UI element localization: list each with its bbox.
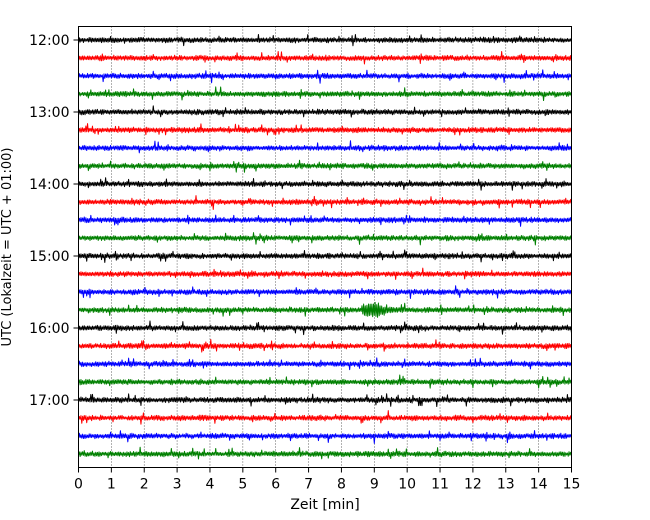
trace-1315 <box>78 123 572 136</box>
y-tick-label-1700: 17:00 <box>29 393 69 409</box>
y-tick-label-1600: 16:00 <box>29 321 69 337</box>
trace-1245 <box>78 86 572 102</box>
x-tick-label-3: 3 <box>173 477 182 493</box>
x-tick-label-1: 1 <box>107 477 116 493</box>
x-axis-label: Zeit [min] <box>290 497 359 513</box>
trace-1415 <box>78 195 572 210</box>
trace-1730 <box>78 430 572 444</box>
y-tick-label-1400: 14:00 <box>29 177 69 193</box>
trace-1745 <box>78 446 572 460</box>
y-tick-label-1500: 15:00 <box>29 249 69 265</box>
trace-1600 <box>78 320 572 336</box>
trace-1515 <box>78 267 572 280</box>
trace-1715 <box>78 410 572 425</box>
trace-1430 <box>78 214 572 227</box>
y-axis: 12:00 13:00 14:00 15:00 16:00 17:00 <box>29 33 79 409</box>
trace-1300 <box>78 105 572 118</box>
trace-1400 <box>78 177 572 191</box>
trace-1215 <box>78 51 572 65</box>
plot-frame <box>78 26 572 468</box>
y-tick-label-1300: 13:00 <box>29 105 69 121</box>
y-tick-label-1200: 12:00 <box>29 33 69 49</box>
x-tick-label-4: 4 <box>206 477 215 493</box>
trace-1500 <box>78 249 572 263</box>
y-axis-label: UTC (Lokalzeit = UTC + 01:00) <box>0 148 15 347</box>
x-tick-label-8: 8 <box>337 477 346 493</box>
trace-1330 <box>78 140 572 154</box>
x-tick-label-15: 15 <box>563 477 581 493</box>
trace-lines <box>78 33 572 460</box>
x-tick-label-9: 9 <box>370 477 379 493</box>
x-tick-label-13: 13 <box>497 477 515 493</box>
trace-1345 <box>78 159 572 173</box>
x-tick-label-12: 12 <box>464 477 482 493</box>
trace-1630 <box>78 357 572 371</box>
x-tick-label-5: 5 <box>238 477 247 493</box>
trace-1645 <box>78 374 572 389</box>
x-axis: 0 1 2 3 4 5 6 7 8 9 10 11 12 13 14 15 <box>74 467 581 493</box>
x-tick-label-7: 7 <box>304 477 313 493</box>
trace-1200 <box>78 33 572 47</box>
trace-1615 <box>78 339 572 353</box>
x-tick-label-10: 10 <box>398 477 416 493</box>
trace-1445 <box>78 232 572 246</box>
trace-1530 <box>78 285 572 299</box>
x-tick-label-14: 14 <box>530 477 548 493</box>
x-tick-label-11: 11 <box>431 477 449 493</box>
x-tick-label-6: 6 <box>271 477 280 493</box>
x-tick-label-2: 2 <box>140 477 149 493</box>
trace-1545 <box>78 301 572 318</box>
x-tick-label-0: 0 <box>74 477 83 493</box>
trace-1700 <box>78 393 572 408</box>
trace-1230 <box>78 69 572 84</box>
